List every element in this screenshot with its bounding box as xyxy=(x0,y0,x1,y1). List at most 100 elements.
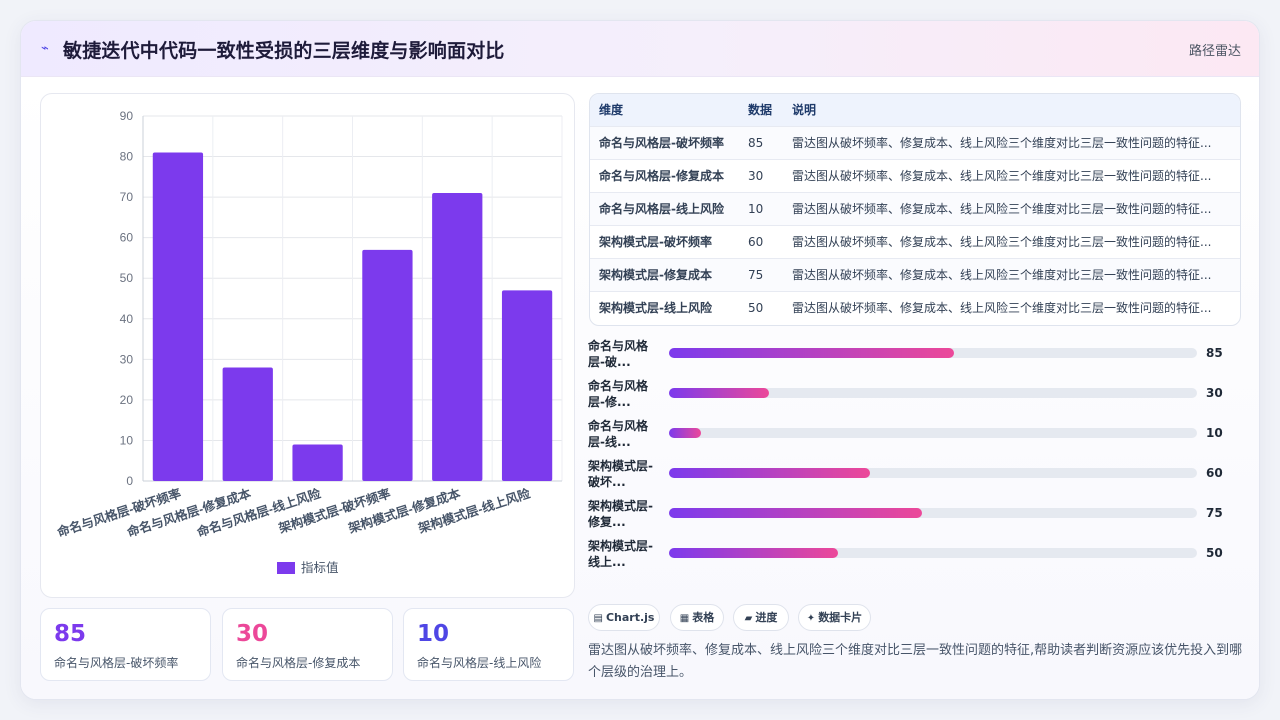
progress-label: 命名与风格层-线... xyxy=(588,418,660,450)
progress-value: 60 xyxy=(1206,466,1223,480)
kpi-value: 85 xyxy=(54,621,87,647)
progress-fill xyxy=(669,388,770,398)
table-cell: 命名与风格层-线上风险 xyxy=(599,202,724,216)
column-header: 维度 xyxy=(599,103,624,117)
progress-label: 架构模式层- 线上... xyxy=(588,538,660,570)
progress-track xyxy=(669,548,1197,558)
progress-label-line: 修复... xyxy=(588,515,626,529)
chip-label: 进度 xyxy=(755,611,778,624)
progress-track xyxy=(669,388,1197,398)
chip-data-cards[interactable]: ✦ 数据卡片 xyxy=(798,604,871,631)
table-cell: 60 xyxy=(748,235,764,249)
bar xyxy=(432,193,483,482)
chip-label: Chart.js xyxy=(605,611,655,624)
bar xyxy=(292,444,343,481)
table-cell: 架构模式层-破坏频率 xyxy=(599,235,712,249)
column-header: 数据 xyxy=(748,103,773,117)
chip-chartjs[interactable]: ▤ Chart.js xyxy=(588,604,660,631)
y-tick-label: 90 xyxy=(120,109,134,123)
progress-fill xyxy=(669,508,923,518)
table-cell: 架构模式层-线上风险 xyxy=(599,301,712,315)
table-row: 命名与风格层-线上风险 10 雷达图从破坏频率、修复成本、线上风险三个维度对比三… xyxy=(590,193,1240,226)
table-row: 架构模式层-修复成本 75 雷达图从破坏频率、修复成本、线上风险三个维度对比三层… xyxy=(590,259,1240,292)
table-header: 维度 数据 说明 xyxy=(590,94,1240,127)
page-title: 敏捷迭代中代码一致性受损的三层维度与影响面对比 xyxy=(63,40,505,62)
progress-label-line: 层-修... xyxy=(588,395,631,409)
y-tick-label: 60 xyxy=(120,231,134,245)
table-cell: 85 xyxy=(748,136,764,150)
table-cell: 10 xyxy=(748,202,764,216)
progress-label-line: 命名与风格 xyxy=(588,419,649,433)
table-cell: 架构模式层-修复成本 xyxy=(599,268,712,282)
progress-label-line: 线上... xyxy=(588,555,626,569)
chart-line-icon: ⌁ xyxy=(41,41,49,56)
y-tick-label: 40 xyxy=(120,312,134,326)
progress-track xyxy=(669,428,1197,438)
y-tick-label: 50 xyxy=(120,271,134,285)
y-tick-label: 0 xyxy=(126,474,133,488)
progress-label-line: 层-破... xyxy=(588,355,631,369)
progress-label-line: 架构模式层- xyxy=(588,459,653,473)
progress-fill xyxy=(669,348,955,358)
chip-table[interactable]: ▦ 表格 xyxy=(670,604,724,631)
y-tick-label: 20 xyxy=(120,393,134,407)
x-tick-label: 架构模式层-修复成本 xyxy=(346,485,463,536)
x-tick-label: 架构模式层-破坏频率 xyxy=(276,485,393,536)
progress-value: 75 xyxy=(1206,506,1223,520)
table-cell: 命名与风格层-修复成本 xyxy=(599,169,724,183)
x-tick-label: 命名与风格层-线上风险 xyxy=(194,485,323,540)
progress-label-line: 架构模式层- xyxy=(588,539,653,553)
x-tick-label: 命名与风格层-破坏频率 xyxy=(54,485,183,540)
progress-label: 命名与风格层-破... xyxy=(588,338,660,370)
dashboard-card: ⌁ 敏捷迭代中代码一致性受损的三层维度与影响面对比 路径雷达 0 10 20 30 40… xyxy=(20,20,1260,700)
sparkle-icon: ✦ xyxy=(806,613,816,624)
table-row: 命名与风格层-修复成本 30 雷达图从破坏频率、修复成本、线上风险三个维度对比三… xyxy=(590,160,1240,193)
table-cell: 75 xyxy=(748,268,764,282)
kpi-label: 命名与风格层-破坏频率 xyxy=(54,656,179,670)
y-tick-label: 30 xyxy=(120,352,134,366)
table-cell: 雷达图从破坏频率、修复成本、线上风险三个维度对比三层一致性问题的特征... xyxy=(792,268,1212,282)
progress-fill xyxy=(669,428,701,438)
progress-fill xyxy=(669,468,870,478)
table-cell: 命名与风格层-破坏频率 xyxy=(599,136,724,150)
table-icon: ▦ xyxy=(679,613,690,624)
progress-label-line: 层-线... xyxy=(588,435,631,449)
progress-value: 10 xyxy=(1206,426,1223,440)
table-cell: 30 xyxy=(748,169,764,183)
header-badge: 路径雷达 xyxy=(1188,44,1241,59)
bar-chart: 0 10 20 30 40 50 60 70 80 90 命名与风格层-破坏频率命名与风格层-修复成… xyxy=(54,109,563,575)
progress-value: 50 xyxy=(1206,546,1223,560)
progress-label-line: 命名与风格 xyxy=(588,379,649,393)
table-cell: 50 xyxy=(748,301,764,315)
bar xyxy=(501,290,553,481)
chart-icon: ▤ xyxy=(593,613,603,624)
table-cell: 雷达图从破坏频率、修复成本、线上风险三个维度对比三层一致性问题的特征... xyxy=(792,235,1212,249)
progress-value: 85 xyxy=(1206,346,1223,360)
kpi-label: 命名与风格层-修复成本 xyxy=(236,656,361,670)
progress-track xyxy=(669,468,1197,478)
bar xyxy=(222,367,273,481)
table-cell: 雷达图从破坏频率、修复成本、线上风险三个维度对比三层一致性问题的特征... xyxy=(792,202,1212,216)
progress-label: 架构模式层- 破坏... xyxy=(588,458,660,490)
progress-value: 30 xyxy=(1206,386,1223,400)
y-tick-label: 70 xyxy=(120,190,134,204)
progress-label-line: 架构模式层- xyxy=(588,499,653,513)
progress-track xyxy=(669,508,1197,518)
table-row: 架构模式层-破坏频率 60 雷达图从破坏频率、修复成本、线上风险三个维度对比三层… xyxy=(590,226,1240,259)
legend-swatch xyxy=(277,562,295,574)
table-row: 架构模式层-线上风险 50 雷达图从破坏频率、修复成本、线上风险三个维度对比三层… xyxy=(590,292,1240,325)
bar-chart-panel: 0 10 20 30 40 50 60 70 80 90 命名与风格层-破坏频率 命名与风格层-修复成… xyxy=(40,93,575,598)
progress-track xyxy=(669,348,1197,358)
progress-label-line: 命名与风格 xyxy=(588,339,649,353)
column-header: 说明 xyxy=(792,103,817,117)
chip-progress[interactable]: ▰ 进度 xyxy=(733,604,789,631)
y-tick-label: 80 xyxy=(120,150,134,164)
chip-label: 数据卡片 xyxy=(818,611,863,624)
header-bar: ⌁ 敏捷迭代中代码一致性受损的三层维度与影响面对比 路径雷达 xyxy=(21,21,1259,77)
progress-label: 架构模式层- 修复... xyxy=(588,498,660,530)
kpi-card: 10 命名与风格层-线上风险 xyxy=(403,608,574,681)
kpi-card: 30 命名与风格层-修复成本 xyxy=(222,608,393,681)
kpi-value: 30 xyxy=(236,621,269,647)
kpi-card: 85 命名与风格层-破坏频率 xyxy=(40,608,211,681)
progress-label-line: 破坏... xyxy=(588,475,626,489)
